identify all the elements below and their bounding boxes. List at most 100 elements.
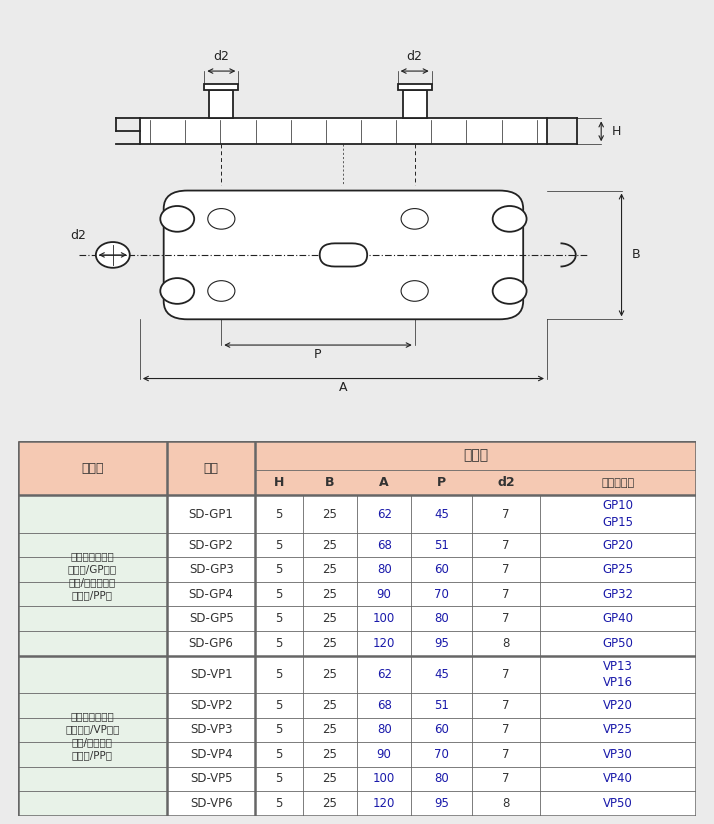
Text: H: H [273,476,284,489]
Text: 120: 120 [373,637,396,650]
Text: SD-GP3: SD-GP3 [188,563,233,576]
Text: 5: 5 [276,772,283,785]
Text: 25: 25 [323,748,337,761]
Text: 25: 25 [323,699,337,712]
Bar [398,84,431,90]
Text: 5: 5 [276,723,283,737]
Bar [167,742,696,766]
Text: 60: 60 [434,563,449,576]
Text: 5: 5 [276,588,283,601]
Text: 45: 45 [434,508,449,521]
Text: 62: 62 [376,667,392,681]
Text: 7: 7 [503,612,510,625]
Text: 90: 90 [377,748,391,761]
Text: （鈴管/GP用）: （鈴管/GP用） [68,564,117,574]
Text: SD-VP6: SD-VP6 [190,797,233,810]
Text: B: B [325,476,335,489]
Bar [140,119,547,144]
Text: A: A [339,381,348,394]
Bar [167,582,696,606]
Text: 7: 7 [503,563,510,576]
Bar [167,631,696,656]
Text: 5: 5 [276,539,283,551]
Text: 25: 25 [323,637,337,650]
Circle shape [401,208,428,229]
Circle shape [208,208,235,229]
Circle shape [160,279,194,304]
Text: 樹脳サドル台座: 樹脳サドル台座 [71,711,114,721]
Text: 45: 45 [434,667,449,681]
Bar [204,84,238,90]
Text: 25: 25 [323,508,337,521]
Text: 25: 25 [323,563,337,576]
Text: 5: 5 [276,563,283,576]
Text: 70: 70 [434,748,449,761]
Text: SD-VP4: SD-VP4 [190,748,233,761]
Text: GP10: GP10 [603,499,633,513]
Text: 80: 80 [377,723,391,737]
Text: 8: 8 [503,797,510,810]
Text: VP40: VP40 [603,772,633,785]
Text: GP25: GP25 [603,563,633,576]
Bar [167,766,696,791]
Text: （材質/PP）: （材質/PP） [72,590,113,600]
Text: 95: 95 [434,797,449,810]
Text: 100: 100 [373,772,396,785]
Text: （塩ビ管/VP用）: （塩ビ管/VP用） [65,724,120,734]
Text: 100: 100 [373,612,396,625]
Text: 5: 5 [276,612,283,625]
Text: GP50: GP50 [603,637,633,650]
Text: 62: 62 [376,508,392,521]
Text: 7: 7 [503,667,510,681]
Text: GP32: GP32 [603,588,633,601]
Text: 80: 80 [434,612,449,625]
Text: d2: d2 [407,50,423,63]
Text: SD-GP1: SD-GP1 [188,508,233,521]
Text: 7: 7 [503,508,510,521]
Text: 80: 80 [377,563,391,576]
Text: 68: 68 [377,539,391,551]
Text: B: B [632,248,640,261]
Bar [403,90,426,119]
Text: 25: 25 [323,723,337,737]
Text: 25: 25 [323,797,337,810]
Text: 適合サドル: 適合サドル [602,478,635,488]
Text: GP15: GP15 [603,516,633,529]
Text: 95: 95 [434,637,449,650]
Text: （色/グレー）: （色/グレー） [72,737,113,747]
Text: SD-VP5: SD-VP5 [190,772,233,785]
Text: A: A [379,476,389,489]
Text: 51: 51 [434,539,449,551]
Text: 25: 25 [323,772,337,785]
Text: 25: 25 [323,588,337,601]
Text: （材質/PP）: （材質/PP） [72,751,113,761]
Bar [167,718,696,742]
Text: VP25: VP25 [603,723,633,737]
Text: SD-GP2: SD-GP2 [188,539,233,551]
Text: 7: 7 [503,748,510,761]
Text: 5: 5 [276,667,283,681]
Text: 7: 7 [503,723,510,737]
Text: GP20: GP20 [603,539,633,551]
Text: VP20: VP20 [603,699,633,712]
Text: 51: 51 [434,699,449,712]
Bar [18,441,696,470]
Text: 7: 7 [503,539,510,551]
Text: 68: 68 [377,699,391,712]
Bar [167,791,696,816]
Bar [167,495,696,533]
Text: SD-VP2: SD-VP2 [190,699,233,712]
Bar [167,441,256,495]
Bar [167,693,696,718]
Bar [18,470,696,495]
Text: d2: d2 [213,50,229,63]
Text: H: H [611,124,620,138]
Text: SD-VP3: SD-VP3 [190,723,233,737]
Text: P: P [314,348,322,361]
Circle shape [160,206,194,232]
Text: 7: 7 [503,588,510,601]
Text: 5: 5 [276,797,283,810]
Circle shape [493,206,527,232]
Bar [209,90,233,119]
Bar [167,533,696,557]
